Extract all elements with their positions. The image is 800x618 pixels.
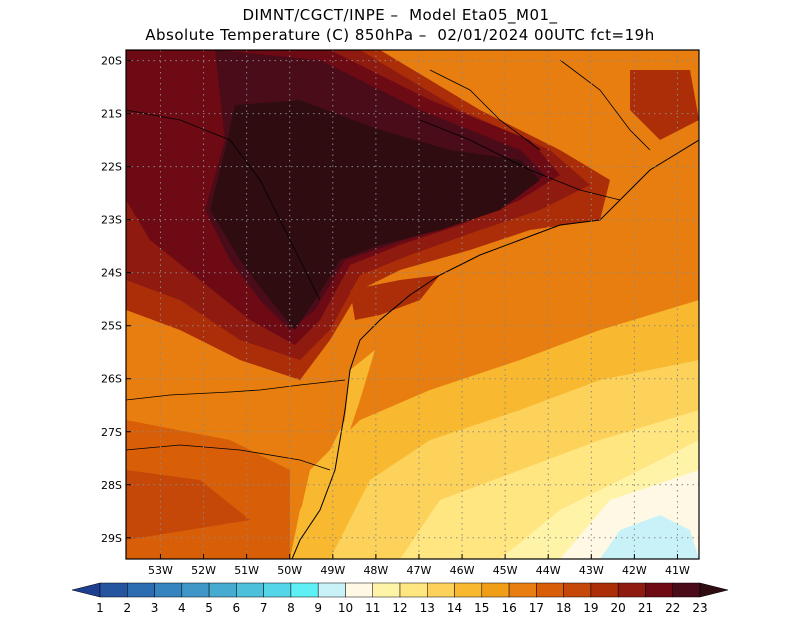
longitude-labels: 53W 52W 51W 50W 49W 48W 47W 46W 45W 44W 43W 42W 41W bbox=[148, 564, 690, 577]
colorbar-label: 4 bbox=[178, 601, 186, 615]
colorbar-label: 1 bbox=[96, 601, 104, 615]
lat-tick-label: 22S bbox=[101, 161, 122, 174]
colorbar-label: 19 bbox=[583, 601, 598, 615]
lat-tick-label: 26S bbox=[101, 373, 122, 386]
colorbar-swatch bbox=[399, 582, 428, 598]
colorbar-max-arrow bbox=[699, 582, 729, 598]
colorbar-swatch bbox=[345, 582, 373, 598]
lon-tick-label: 42W bbox=[622, 564, 647, 577]
colorbar-label: 14 bbox=[447, 601, 462, 615]
lon-tick-label: 48W bbox=[363, 564, 388, 577]
latitude-labels: 20S 21S 22S 23S 24S 25S 26S 27S 28S 29S bbox=[101, 55, 122, 545]
colorbar-swatch bbox=[672, 582, 701, 598]
colorbar-swatch bbox=[290, 582, 319, 598]
colorbar-label: 3 bbox=[151, 601, 159, 615]
colorbar-label: 2 bbox=[123, 601, 131, 615]
colorbar-swatch bbox=[645, 582, 673, 598]
colorbar-min-arrow bbox=[71, 582, 101, 598]
lon-tick-label: 52W bbox=[191, 564, 216, 577]
colorbar-label: 7 bbox=[260, 601, 268, 615]
colorbar-label: 16 bbox=[501, 601, 516, 615]
colorbar-label: 12 bbox=[392, 601, 407, 615]
lat-tick-label: 28S bbox=[101, 479, 122, 492]
colorbar-swatch bbox=[508, 582, 537, 598]
colorbar-label: 17 bbox=[529, 601, 544, 615]
colorbar-label: 8 bbox=[287, 601, 295, 615]
colorbar-swatch bbox=[427, 582, 455, 598]
colorbar-swatch bbox=[536, 582, 564, 598]
colorbar-swatch bbox=[181, 582, 210, 598]
colorbar-label: 15 bbox=[474, 601, 489, 615]
colorbar-swatch bbox=[236, 582, 264, 598]
colorbar-swatch bbox=[454, 582, 483, 598]
map-frame bbox=[125, 49, 700, 560]
map-gridlines bbox=[126, 50, 699, 559]
colorbar-swatch bbox=[563, 582, 592, 598]
lat-tick-label: 24S bbox=[101, 267, 122, 280]
lon-tick-label: 51W bbox=[234, 564, 259, 577]
colorbar-swatch bbox=[99, 582, 128, 598]
lat-tick-label: 27S bbox=[101, 426, 122, 439]
lon-tick-label: 41W bbox=[665, 564, 690, 577]
colorbar-swatch bbox=[127, 582, 155, 598]
colorbar-swatch bbox=[208, 582, 237, 598]
colorbar-label: 6 bbox=[233, 601, 241, 615]
map-title-line-2: Absolute Temperature (C) 850hPa – 02/01/… bbox=[145, 26, 655, 44]
colorbar-swatch bbox=[372, 582, 401, 598]
colorbar-label: 20 bbox=[611, 601, 626, 615]
lon-tick-label: 44W bbox=[536, 564, 561, 577]
colorbar-label: 13 bbox=[420, 601, 435, 615]
lat-tick-label: 20S bbox=[101, 55, 122, 68]
lon-tick-label: 43W bbox=[579, 564, 604, 577]
colorbar-swatch bbox=[617, 582, 646, 598]
colorbar-swatch bbox=[481, 582, 510, 598]
lat-tick-label: 21S bbox=[101, 108, 122, 121]
lon-tick-label: 53W bbox=[148, 564, 173, 577]
colorbar-label: 22 bbox=[665, 601, 680, 615]
colorbar-swatch bbox=[263, 582, 292, 598]
colorbar-label: 18 bbox=[556, 601, 571, 615]
colorbar-label: 23 bbox=[692, 601, 707, 615]
lon-tick-label: 45W bbox=[493, 564, 518, 577]
lat-tick-label: 29S bbox=[101, 532, 122, 545]
colorbar-label: 9 bbox=[314, 601, 322, 615]
lon-tick-label: 50W bbox=[277, 564, 302, 577]
colorbar-swatch bbox=[317, 582, 346, 598]
lon-tick-label: 49W bbox=[320, 564, 345, 577]
colorbar-label: 21 bbox=[638, 601, 653, 615]
lon-tick-label: 46W bbox=[450, 564, 475, 577]
colorbar-label: 5 bbox=[205, 601, 213, 615]
colorbar-label: 11 bbox=[365, 601, 380, 615]
lat-tick-label: 25S bbox=[101, 320, 122, 333]
colorbar-label: 10 bbox=[338, 601, 353, 615]
map-title-line-1: DIMNT/CGCT/INPE – Model Eta05_M01_ bbox=[242, 6, 558, 24]
colorbar-swatch bbox=[154, 582, 183, 598]
lon-tick-label: 47W bbox=[407, 564, 432, 577]
lat-tick-label: 23S bbox=[101, 214, 122, 227]
colorbar-swatch bbox=[590, 582, 619, 598]
